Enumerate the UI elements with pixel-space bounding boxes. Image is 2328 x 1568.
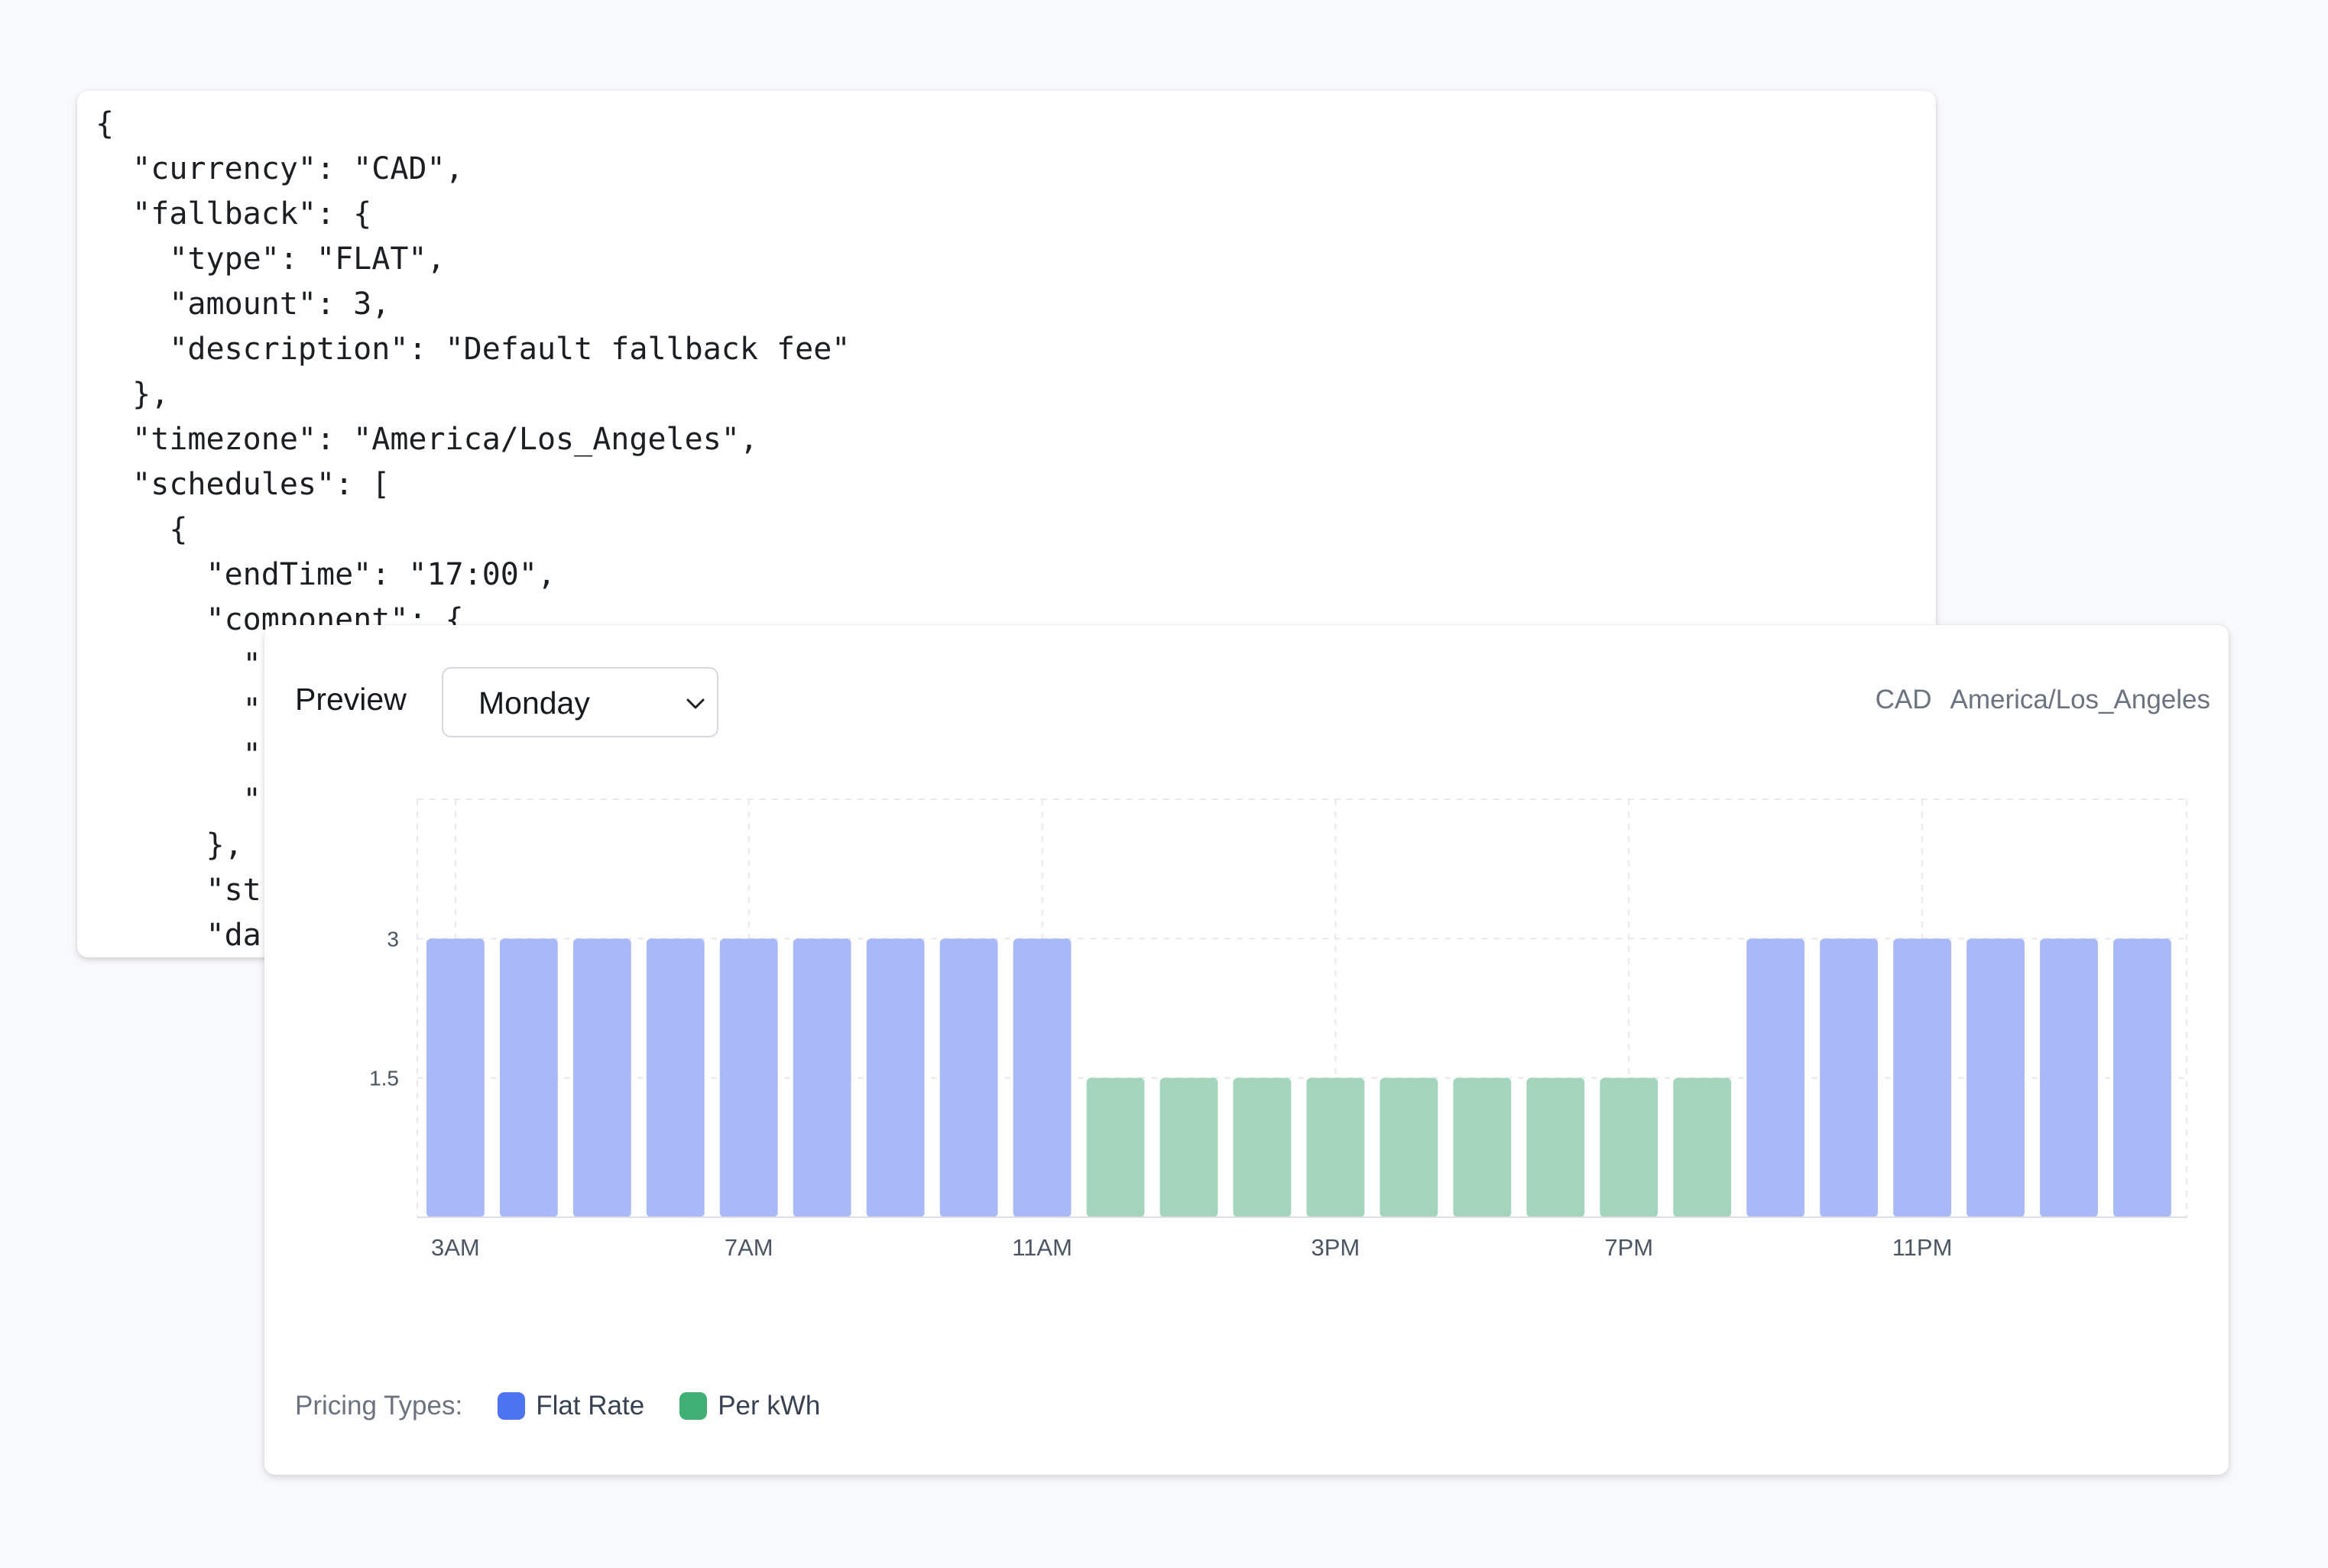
- y-tick-label: 3: [387, 927, 399, 951]
- y-tick-label: 1.5: [369, 1067, 399, 1090]
- flat-rate-bar: [499, 938, 558, 1217]
- flat-rate-bar: [1966, 938, 2025, 1217]
- flat-rate-bar: [793, 938, 851, 1217]
- flat-rate-bar: [572, 938, 631, 1217]
- code-line: },: [132, 377, 170, 412]
- code-line: "st: [206, 873, 261, 908]
- flat-rate-bar: [2113, 938, 2171, 1217]
- per-kwh-bar: [1233, 1077, 1292, 1217]
- timezone-label: America/Los_Angeles: [1950, 685, 2210, 714]
- legend-item-label: Per kWh: [718, 1391, 821, 1421]
- flat-rate-bar: [1820, 938, 1879, 1217]
- code-line: {: [169, 512, 188, 547]
- flat-rate-bar: [1893, 938, 1951, 1217]
- legend-item-label: Flat Rate: [536, 1391, 645, 1421]
- preview-panel: Preview Monday CAD America/Los_Angeles 1.…: [264, 625, 2229, 1475]
- code-line: "amount": 3,: [169, 287, 391, 322]
- code-line: "da: [96, 918, 261, 953]
- preview-title: Preview: [295, 682, 407, 717]
- legend-label: Pricing Types:: [295, 1391, 463, 1421]
- per-kwh-bar: [1673, 1077, 1732, 1217]
- currency-label: CAD: [1875, 685, 1932, 714]
- x-tick-label: 7PM: [1604, 1234, 1653, 1261]
- flat-rate-bar: [1013, 938, 1072, 1217]
- per-kwh-bar: [1380, 1077, 1438, 1217]
- x-tick-label: 7AM: [725, 1234, 773, 1261]
- pricing-bar-chart: 1.5 3 3AM 7AM 11AM 3PM 7PM 11PM: [369, 799, 2187, 1261]
- code-line: "currency": "CAD",: [132, 151, 464, 186]
- x-tick-label: 11PM: [1892, 1234, 1953, 1261]
- flat-rate-bar: [646, 938, 705, 1217]
- code-line: "timezone": "America/Los_Angeles",: [132, 422, 758, 457]
- flat-rate-bar: [2040, 938, 2098, 1217]
- per-kwh-bar: [1306, 1077, 1365, 1217]
- per-kwh-bar: [1086, 1077, 1145, 1217]
- flat-rate-bar: [1746, 938, 1805, 1217]
- per-kwh-bar: [1453, 1077, 1512, 1217]
- code-line: "endTime": "17:00",: [206, 557, 556, 592]
- flat-rate-swatch: [498, 1392, 526, 1420]
- legend-item-per-kwh: Per kWh: [679, 1391, 820, 1421]
- code-line: ": [242, 737, 261, 773]
- code-line: ": [242, 692, 261, 727]
- code-line: ": [242, 782, 261, 818]
- per-kwh-bar: [1526, 1077, 1585, 1217]
- legend-item-flat-rate: Flat Rate: [498, 1391, 644, 1421]
- preview-meta: CAD America/Los_Angeles: [1876, 685, 2210, 715]
- per-kwh-bar: [1600, 1077, 1658, 1217]
- flat-rate-bar: [866, 938, 925, 1217]
- code-line: "type": "FLAT",: [169, 241, 446, 277]
- per-kwh-swatch: [679, 1392, 708, 1420]
- chevron-down-icon: [686, 698, 705, 709]
- x-tick-label: 3PM: [1312, 1234, 1360, 1261]
- code-line: "schedules": [: [132, 467, 391, 502]
- per-kwh-bar: [1159, 1077, 1218, 1217]
- x-tick-label: 11AM: [1012, 1234, 1072, 1261]
- day-select[interactable]: Monday: [442, 667, 718, 737]
- code-line: {: [96, 106, 115, 141]
- code-line: ": [242, 647, 261, 682]
- flat-rate-bar: [939, 938, 998, 1217]
- flat-rate-bar: [426, 938, 485, 1217]
- code-line: },: [206, 828, 243, 863]
- json-config-code: { "currency": "CAD", "fallback": { "type…: [96, 102, 850, 957]
- flat-rate-bar: [719, 938, 778, 1217]
- code-line: "description": "Default fallback fee": [169, 332, 851, 367]
- day-select-value: Monday: [478, 685, 590, 721]
- legend: Pricing Types: Flat Rate Per kWh: [295, 1391, 820, 1421]
- code-line: "fallback": {: [132, 196, 372, 232]
- x-tick-label: 3AM: [431, 1234, 480, 1261]
